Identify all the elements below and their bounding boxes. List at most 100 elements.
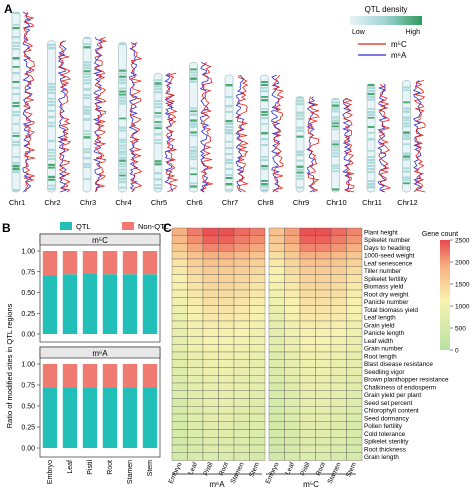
heatmap-cell bbox=[315, 367, 332, 376]
heatmap-cell bbox=[202, 406, 219, 415]
qtl-density-band bbox=[12, 81, 20, 84]
qtl-density-band bbox=[119, 69, 126, 72]
heatmap-cell bbox=[249, 282, 266, 291]
heatmap-cell bbox=[330, 351, 347, 360]
heatmap-cell bbox=[249, 375, 266, 384]
heatmap-cell bbox=[171, 413, 188, 422]
heatmap-cell bbox=[299, 406, 316, 415]
colorbar-tick-label: 1500 bbox=[455, 282, 470, 289]
qtl-density-band bbox=[12, 36, 20, 39]
heatmap-cell bbox=[346, 251, 363, 260]
qtl-density-band bbox=[403, 134, 410, 137]
heatmap-cell bbox=[315, 382, 332, 391]
heatmap-cell bbox=[268, 328, 285, 337]
heatmap-cell bbox=[330, 390, 347, 399]
qtl-density-band bbox=[12, 156, 20, 158]
heatmap-cell bbox=[284, 235, 301, 244]
qtl-density-band bbox=[403, 158, 410, 161]
qtl-density-band bbox=[12, 144, 20, 147]
qtl-density-band bbox=[225, 126, 233, 128]
heatmap-cell bbox=[330, 243, 347, 252]
heatmap-cell bbox=[268, 282, 285, 291]
qtl-density-band bbox=[154, 103, 162, 106]
bar-qtl bbox=[142, 274, 158, 334]
heatmap-cell bbox=[284, 274, 301, 283]
panel-b: B QTL Non-QTL Ratio of modified sites in… bbox=[2, 221, 169, 484]
chromosome-tracks: Chr1 Chr2 Chr3 Chr4 Chr5 Chr6 Chr7 Chr8 Chr9 Chr1… bbox=[9, 11, 426, 207]
qtl-density-band bbox=[48, 148, 55, 151]
y-tick-label: 0.75 bbox=[21, 383, 35, 390]
heatmap-cell bbox=[171, 243, 188, 252]
heatmap-cell bbox=[249, 421, 266, 430]
qtl-density-band bbox=[48, 178, 55, 181]
heatmap-cell bbox=[330, 320, 347, 329]
bar-nonqtl bbox=[82, 364, 98, 388]
heatmap-cell bbox=[315, 227, 332, 236]
heatmap-cell bbox=[218, 359, 235, 368]
qtl-density-band bbox=[154, 187, 162, 190]
qtl-density-band bbox=[48, 100, 55, 103]
bar-qtl bbox=[82, 273, 98, 334]
heatmap-cell bbox=[330, 336, 347, 345]
group-label-m6a: m⁶A bbox=[209, 480, 225, 489]
heatmap-cell bbox=[233, 227, 250, 236]
heatmap-cell bbox=[268, 452, 285, 461]
heatmap-cell bbox=[171, 227, 188, 236]
qtl-density-band bbox=[154, 106, 162, 109]
heatmap-cell bbox=[346, 351, 363, 360]
heatmap-cell bbox=[218, 452, 235, 461]
qtl-density-band bbox=[83, 64, 91, 67]
heatmap-cell bbox=[202, 398, 219, 407]
heatmap-col-label: Embryo bbox=[265, 461, 281, 485]
qtl-density-band bbox=[332, 164, 339, 167]
heatmap-cell bbox=[249, 406, 266, 415]
heatmap-cell bbox=[171, 421, 188, 430]
heatmap-cell bbox=[202, 452, 219, 461]
heatmap-cell bbox=[187, 359, 204, 368]
qtl-density-band bbox=[261, 114, 268, 116]
qtl-density-band bbox=[12, 171, 20, 174]
heatmap-cell bbox=[171, 406, 188, 415]
heatmap-cell bbox=[346, 328, 363, 337]
chromosome-chr7: Chr7 bbox=[222, 74, 250, 207]
heatmap-cell bbox=[202, 367, 219, 376]
qtl-density-band bbox=[332, 188, 339, 191]
m5c-profile-line bbox=[271, 74, 285, 193]
qtl-density-band bbox=[225, 162, 233, 165]
heatmap-cell bbox=[346, 282, 363, 291]
heatmap-cell bbox=[284, 452, 301, 461]
heatmap-cell bbox=[346, 274, 363, 283]
m6a-profile-line bbox=[270, 74, 281, 193]
heatmap-cell bbox=[268, 398, 285, 407]
qtl-density-band bbox=[332, 101, 339, 104]
qtl-density-band bbox=[83, 163, 91, 166]
m5c-profile-line bbox=[93, 36, 108, 193]
qtl-density-band bbox=[296, 129, 304, 132]
heatmap-cell bbox=[299, 328, 316, 337]
qtl-density-band bbox=[261, 186, 268, 188]
heatmap-cell bbox=[330, 289, 347, 298]
qtl-density-band bbox=[119, 138, 126, 142]
heatmap-col-label: Pistil bbox=[299, 461, 311, 477]
heatmap-cell bbox=[249, 274, 266, 283]
qtl-density-band bbox=[119, 72, 126, 75]
heatmap-cell bbox=[299, 251, 316, 260]
heatmap-cell bbox=[330, 297, 347, 306]
qtl-density-band bbox=[367, 117, 375, 119]
heatmap-cell bbox=[218, 351, 235, 360]
qtl-density-band bbox=[154, 133, 162, 136]
heatmap-cell bbox=[218, 227, 235, 236]
qtl-density-band bbox=[225, 177, 233, 180]
heatmap-cell bbox=[233, 367, 250, 376]
heatmap-cell bbox=[346, 367, 363, 376]
qtl-density-band bbox=[154, 88, 162, 91]
heatmap-cell bbox=[187, 297, 204, 306]
qtl-density-band bbox=[48, 97, 55, 100]
heatmap-cell bbox=[171, 444, 188, 453]
heatmap-cell bbox=[284, 282, 301, 291]
qtl-density-band bbox=[190, 146, 197, 149]
heatmap-cell bbox=[187, 266, 204, 275]
heatmap-cell bbox=[346, 444, 363, 453]
qtl-density-band bbox=[367, 90, 375, 93]
qtl-density-band bbox=[48, 103, 55, 107]
